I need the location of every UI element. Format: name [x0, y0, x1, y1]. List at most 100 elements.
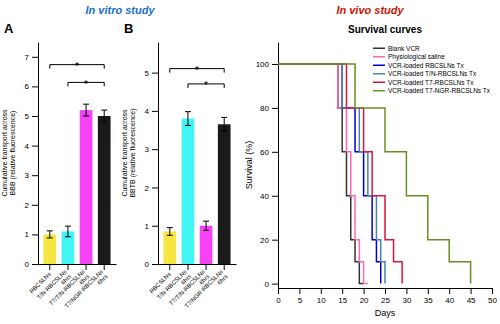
tick-mark	[152, 73, 158, 74]
bar-panel: 01234567RBCSLNsT/N-RBCSLNs6hrsT7/T/N-RBC…	[1, 21, 117, 314]
tick: 15	[338, 288, 347, 305]
tick: 10	[317, 288, 326, 305]
error-bar	[167, 228, 173, 236]
tick-label: 2	[145, 184, 150, 193]
tick-mark	[104, 264, 105, 270]
tick: 2	[25, 201, 38, 210]
tick-label: 1	[25, 230, 30, 239]
x-axis: 05101520253035404550	[276, 288, 497, 305]
legend: Blank VCRPhysiological salineVCR-loaded …	[373, 45, 491, 95]
tick-label: 3	[145, 145, 150, 154]
legend-swatch	[373, 48, 385, 50]
error-bar-cap	[167, 235, 173, 236]
error-bar	[185, 112, 191, 126]
tick-label: 4	[145, 107, 150, 116]
tick: 6	[25, 82, 38, 91]
x-axis: RBCSLNsT/N-RBCSLNs6hrsT7/T/N-RBCSLNs6hrs…	[28, 264, 116, 314]
error-bar-cap	[185, 111, 191, 112]
tick: T7/NGR-RBCSLNs6hrs	[184, 264, 229, 314]
text-line: BBTB (relative fluorescence)	[129, 108, 137, 197]
tick-mark	[152, 149, 158, 150]
tick-mark	[152, 111, 158, 112]
error-bar	[83, 104, 89, 116]
chart-title: A	[4, 21, 14, 36]
tick-mark	[32, 116, 38, 117]
tick: 0	[276, 288, 281, 305]
tick-label: 80	[260, 104, 269, 113]
error-bar	[47, 231, 53, 238]
legend-item: VCR-loaded RBCSLNs Tx	[373, 62, 464, 69]
significance-label: *	[195, 65, 199, 76]
significance-label: *	[204, 80, 208, 91]
legend-swatch	[373, 65, 385, 67]
tick: 0	[145, 260, 158, 269]
error-bar-cap	[101, 110, 107, 111]
tick-mark	[169, 264, 170, 270]
tick-label: 10	[317, 296, 326, 305]
y-axis: 01234567	[25, 43, 39, 270]
tick-mark	[49, 264, 50, 270]
tick-label: 0	[145, 260, 150, 269]
error-bar-cap	[47, 230, 53, 231]
tick-label: 0	[25, 260, 30, 269]
tick-mark	[299, 288, 300, 294]
tick: 40	[445, 288, 454, 305]
tick: 3	[145, 145, 158, 154]
figure-annotation: In vitro study	[85, 4, 155, 16]
tick: 50	[488, 288, 497, 305]
tick-label: 35	[424, 296, 433, 305]
error-bar-cap	[65, 226, 71, 227]
tick-mark	[206, 264, 207, 270]
tick-mark	[67, 264, 68, 270]
tick-label: 6	[25, 82, 30, 91]
tick: 20	[260, 236, 278, 245]
tick-label: 4	[25, 142, 30, 151]
axis-line	[38, 43, 39, 265]
tick-label: 2	[25, 201, 30, 210]
legend-swatch	[373, 56, 385, 58]
tick-mark	[272, 284, 278, 285]
legend-label: Blank VCR	[388, 45, 420, 52]
tick-label: 5	[145, 69, 150, 78]
tick-label: 40	[445, 296, 454, 305]
error-bar-cap	[65, 236, 71, 237]
tick-mark	[32, 234, 38, 235]
error-bar-cap	[185, 125, 191, 126]
tick-label: 50	[488, 296, 497, 305]
tick-label: 60	[260, 148, 269, 157]
legend-item: Blank VCR	[373, 45, 420, 52]
error-bar-stem	[187, 112, 188, 126]
legend-label: VCR-loaded RBCSLNs Tx	[388, 62, 464, 69]
error-bar	[221, 117, 227, 131]
text-line: T7/NGR-RBCSLNs	[64, 269, 105, 310]
tick-mark	[32, 264, 38, 265]
legend-label: VCR-loaded T7-NGR-RBCSLNs Tx	[388, 87, 491, 94]
series-line	[278, 64, 471, 284]
tick-label: 40	[260, 192, 269, 201]
axis-line	[158, 43, 159, 265]
series-line	[278, 64, 402, 284]
significance-label: *	[75, 61, 79, 72]
series-line	[278, 64, 385, 284]
tick-label: 3	[25, 171, 30, 180]
tick: 20	[360, 288, 369, 305]
tick: 100	[256, 60, 278, 69]
error-bar-cap	[221, 131, 227, 132]
chart-title: B	[124, 21, 133, 36]
tick-mark	[187, 264, 188, 270]
tick-label: 5	[298, 296, 303, 305]
error-bar-stem	[169, 228, 170, 236]
tick: 4	[25, 142, 38, 151]
tick-label: 15	[338, 296, 347, 305]
text-line: BBB (relative fluorescence)	[9, 111, 17, 196]
error-bar-cap	[203, 221, 209, 222]
error-bar-stem	[104, 110, 105, 122]
tick-mark	[272, 196, 278, 197]
error-bar-cap	[83, 104, 89, 105]
series-line	[278, 64, 381, 284]
tick: 0	[265, 280, 278, 289]
tick: 4	[145, 107, 158, 116]
error-bar-cap	[203, 230, 209, 231]
tick-mark	[272, 152, 278, 153]
tick: 35	[424, 288, 433, 305]
